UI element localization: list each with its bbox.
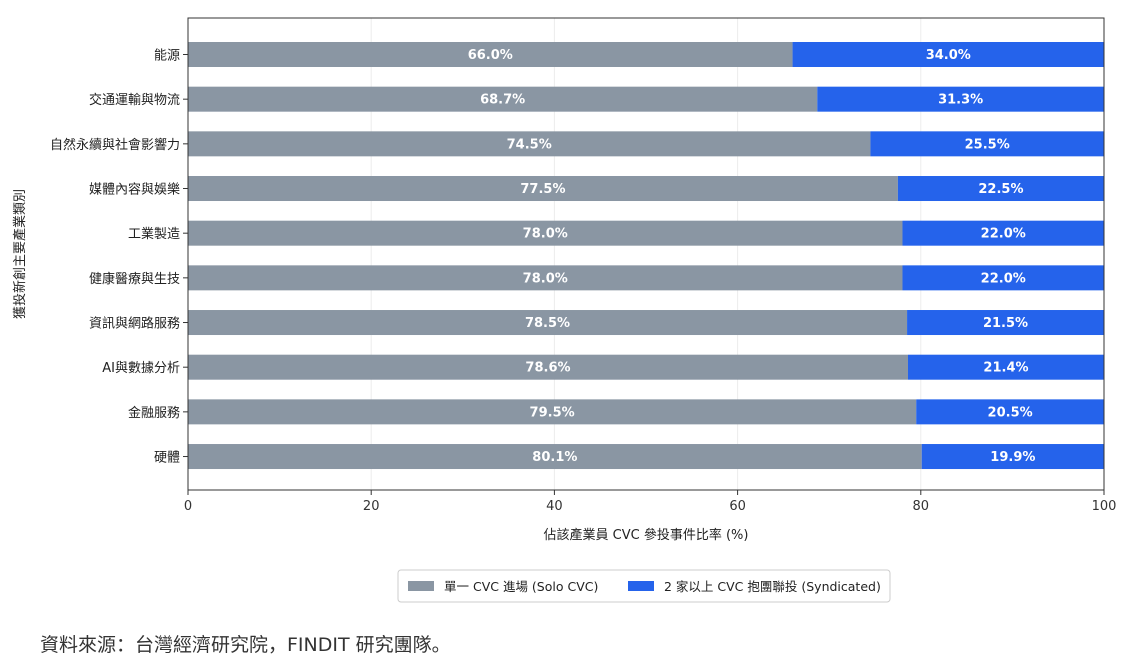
plot-frame [187, 17, 1105, 491]
bar-segment-syndicated [902, 265, 1104, 291]
bar-data-label: 22.0% [981, 227, 1026, 242]
bar-segment-solo [188, 354, 908, 380]
bar-data-label: 25.5% [965, 137, 1010, 152]
bar-data-label: 22.5% [978, 182, 1023, 197]
bar-data-label: 78.0% [523, 271, 568, 286]
x-tick-label: 100 [1092, 499, 1117, 514]
bar-segment-solo [188, 399, 917, 425]
legend-label: 2 家以上 CVC 抱團聯投 (Syndicated) [664, 579, 881, 594]
bar-segment-syndicated [817, 86, 1104, 112]
bar-data-label: 21.5% [983, 316, 1028, 331]
bar-data-label: 34.0% [926, 48, 971, 63]
y-tick-label: 金融服務 [128, 405, 180, 421]
bar-data-label: 80.1% [532, 450, 577, 465]
bar-segment-syndicated [916, 399, 1104, 425]
bar-segment-solo [188, 265, 903, 291]
bar-segment-solo [188, 220, 903, 246]
bar-data-label: 78.6% [525, 361, 570, 376]
stacked-bar-chart: 0 20 40 60 80 100 66.0% 34.0% 能源 68.7% 31.3% 交通運輸與物… [12, 17, 1117, 603]
y-tick-label: 能源 [154, 49, 180, 64]
x-tick-label: 60 [729, 499, 746, 514]
bar-segment-syndicated [792, 42, 1104, 67]
y-tick-label: AI與數據分析 [102, 361, 180, 376]
x-tick-label: 20 [363, 499, 380, 514]
bar-data-label: 77.5% [520, 182, 565, 197]
bar-data-label: 74.5% [507, 137, 552, 152]
bar-data-label: 20.5% [988, 405, 1033, 420]
x-tick-label: 0 [184, 499, 192, 514]
bar-segment-syndicated [907, 310, 1104, 336]
bar-segment-solo [188, 176, 898, 202]
bar-data-label: 78.0% [523, 227, 568, 242]
bar-segment-syndicated [921, 444, 1104, 470]
bar-data-label: 78.5% [525, 316, 570, 331]
legend-swatch [628, 581, 654, 591]
bar-data-label: 79.5% [530, 405, 575, 420]
bar-data-label: 22.0% [981, 271, 1026, 286]
y-tick-label: 媒體內容與娛樂 [89, 182, 180, 198]
bar-segment-solo [188, 310, 908, 336]
y-tick-label: 健康醫療與生技 [89, 271, 180, 287]
y-tick-label: 硬體 [154, 451, 180, 466]
bar-segment-syndicated [907, 354, 1104, 380]
bar-segment-solo [188, 131, 871, 157]
legend-label: 單一 CVC 進場 (Solo CVC) [444, 579, 598, 594]
source-note: 資料來源：台灣經濟研究院，FINDIT 研究團隊。 [40, 634, 451, 656]
y-tick-label: 工業製造 [128, 226, 180, 242]
bar-segment-syndicated [902, 220, 1104, 246]
x-tick-label: 80 [913, 499, 930, 514]
bar-data-label: 21.4% [983, 361, 1028, 376]
bar-data-label: 66.0% [468, 48, 513, 63]
bar-segment-syndicated [870, 131, 1104, 157]
y-tick-label: 資訊與網路服務 [89, 316, 180, 332]
bar-data-label: 68.7% [480, 93, 525, 108]
bar-segment-solo [188, 42, 793, 67]
y-tick-label: 自然永續與社會影響力 [50, 137, 180, 153]
bar-segment-syndicated [897, 176, 1104, 202]
legend-swatch [408, 581, 434, 591]
x-tick-label: 40 [546, 499, 563, 514]
x-axis-label: 佔該產業員 CVC 參投事件比率 (%) [544, 527, 749, 543]
y-tick-label: 交通運輸與物流 [89, 92, 180, 108]
bar-segment-solo [188, 444, 922, 470]
bar-data-label: 31.3% [938, 93, 983, 108]
bar-data-label: 19.9% [990, 450, 1035, 465]
y-axis-label: 獲投新創主要產業類別 [12, 189, 28, 319]
bar-segment-solo [188, 86, 818, 112]
